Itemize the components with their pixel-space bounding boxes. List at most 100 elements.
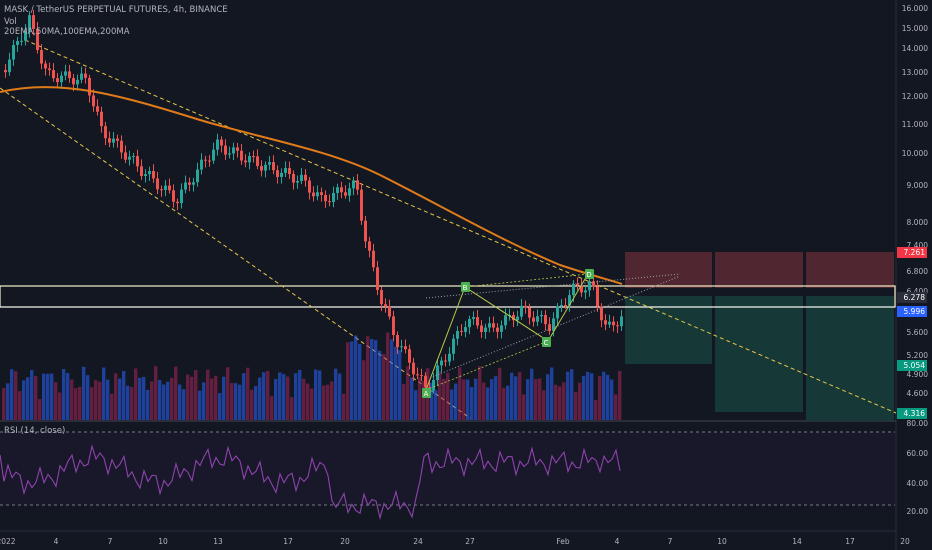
candle-body xyxy=(316,192,319,197)
rsi-line xyxy=(0,444,621,520)
volume-bar xyxy=(618,370,622,420)
volume-bar xyxy=(558,386,562,420)
volume-bar xyxy=(170,377,174,420)
candle-body xyxy=(228,153,231,155)
volume-bar xyxy=(106,379,110,420)
volume-bar xyxy=(354,335,358,420)
stop-loss-zone xyxy=(806,252,894,288)
volume-bar xyxy=(470,387,474,420)
candle-body xyxy=(432,379,435,391)
candle-body xyxy=(596,286,599,307)
price-axis-tick: 14.000 xyxy=(902,44,928,53)
volume-bar xyxy=(338,373,342,420)
candle-body xyxy=(416,374,419,376)
volume-bar xyxy=(530,368,534,420)
volume-bar xyxy=(366,336,370,420)
price-axis-tick: 5.200 xyxy=(907,351,929,360)
volume-bar xyxy=(278,372,282,420)
harmonic-pattern-lines xyxy=(425,273,589,391)
volume-bar xyxy=(482,382,486,420)
volume-bar xyxy=(458,367,462,420)
rsi-band xyxy=(0,432,895,505)
volume-bar xyxy=(374,340,378,420)
candle-body xyxy=(536,316,539,322)
candle-body xyxy=(116,138,119,141)
volume-bar xyxy=(162,384,166,420)
volume-bar xyxy=(438,371,442,420)
candle-body xyxy=(408,349,411,363)
candle-body xyxy=(124,152,127,160)
price-axis-tick: 6.400 xyxy=(907,287,929,296)
volume-bar xyxy=(214,375,218,420)
candle-body xyxy=(424,375,427,388)
stop-loss-zone xyxy=(625,252,712,288)
volume-bar xyxy=(158,380,162,420)
candle-body xyxy=(252,156,255,158)
price-axis-tick: 4.900 xyxy=(907,370,929,379)
volume-bar xyxy=(142,376,146,420)
candle-body xyxy=(296,181,299,183)
price-axis-tick: 4.600 xyxy=(907,389,929,398)
volume-bar xyxy=(262,372,266,420)
candle-body xyxy=(420,375,423,377)
candle-body xyxy=(552,318,555,331)
candle-body xyxy=(132,156,135,158)
candle-body xyxy=(600,306,603,321)
rsi-axis-tick: 20.00 xyxy=(907,507,929,516)
candle-body xyxy=(620,316,623,327)
volume-bar xyxy=(522,394,526,420)
time-axis-tick: 4 xyxy=(615,537,620,546)
candle-body xyxy=(364,220,367,242)
volume-bar xyxy=(246,367,250,420)
candle-body xyxy=(64,71,67,76)
candle-body xyxy=(368,241,371,251)
candle-body xyxy=(520,305,523,317)
pattern-point-marker xyxy=(461,282,470,292)
volume-bar xyxy=(382,353,386,420)
volume-bar xyxy=(122,370,126,420)
candle-body xyxy=(564,305,567,307)
candle-body xyxy=(152,170,155,179)
candle-body xyxy=(468,319,471,328)
candle-body xyxy=(224,145,227,155)
volume-bar xyxy=(430,382,434,420)
candle-body xyxy=(464,327,467,332)
volume-bar xyxy=(110,393,114,420)
volume-bar xyxy=(490,379,494,420)
volume-bar xyxy=(434,389,438,420)
volume-bar xyxy=(218,393,222,420)
volume-bar xyxy=(42,373,46,420)
volume-bar xyxy=(74,388,78,420)
pattern-point-label: D xyxy=(586,271,591,279)
candle-body xyxy=(140,166,143,176)
candle-body xyxy=(360,189,363,221)
candle-body xyxy=(20,40,23,42)
candle-body xyxy=(44,63,47,69)
volume-bar xyxy=(186,374,190,420)
candle-body xyxy=(236,147,239,151)
volume-bar xyxy=(26,377,30,420)
candle-body xyxy=(156,178,159,190)
candle-body xyxy=(196,169,199,183)
volume-bar xyxy=(166,381,170,420)
candle-body xyxy=(356,180,359,190)
volume-bar xyxy=(70,379,74,420)
candle-body xyxy=(456,330,459,339)
time-axis-tick: 2022 xyxy=(0,537,16,546)
candle-body xyxy=(560,305,563,307)
candle-body xyxy=(148,170,151,175)
pattern-point-label: B xyxy=(463,284,468,292)
volume-bar xyxy=(606,374,610,420)
volume-bar xyxy=(370,339,374,420)
volume-bar xyxy=(566,371,570,420)
rsi-axis-tick: 40.00 xyxy=(907,479,929,488)
time-axis-tick: 24 xyxy=(413,537,423,546)
volume-bar xyxy=(602,371,606,420)
volume-bar xyxy=(590,373,594,420)
volume-bar xyxy=(14,371,18,420)
volume-bar xyxy=(486,387,490,420)
candle-body xyxy=(96,106,99,112)
price-axis-tick: 15.000 xyxy=(902,24,928,33)
volume-bar xyxy=(134,368,138,420)
